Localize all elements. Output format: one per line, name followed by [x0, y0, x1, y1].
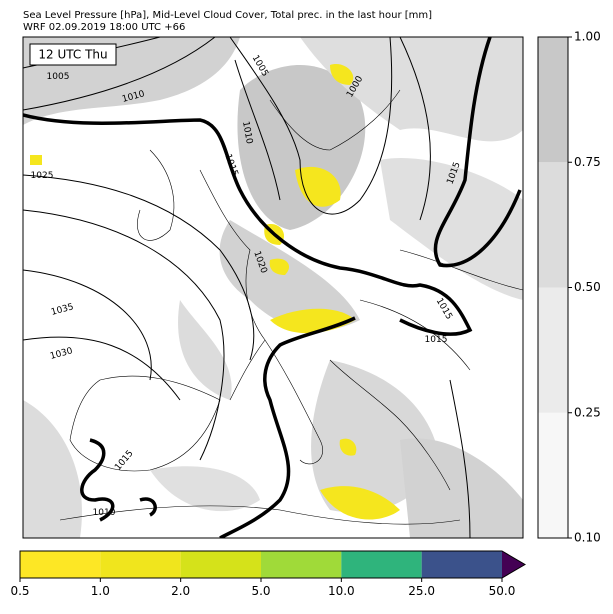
precip-colorbar: 0.5 1.0 2.0 5.0 10.0 25.0 50.0 — [10, 550, 526, 598]
tick-label: 25.0 — [408, 584, 435, 598]
isobar-label: 1010 — [240, 121, 254, 146]
time-label: 12 UTC Thu — [38, 48, 107, 62]
map: 1005 1010 1005 1000 1010 1015 1025 1020 … — [23, 37, 523, 538]
isobar-label: 1025 — [31, 171, 54, 181]
time-label-box — [29, 43, 117, 66]
colorbar-segment — [538, 287, 568, 413]
tick-label: 2.0 — [171, 584, 190, 598]
tick-label: 5.0 — [251, 584, 270, 598]
tick-label: 50.0 — [489, 584, 516, 598]
colorbar-segment — [421, 551, 502, 578]
coastlines — [59, 89, 523, 525]
cloud-colorbar: 0.10 0.25 0.50 0.75 1.00 — [537, 30, 601, 545]
colorbar-segment — [538, 412, 568, 538]
colorbar-segment — [100, 551, 181, 578]
tick-label: 0.75 — [574, 155, 601, 169]
title-line: Sea Level Pressure [hPa], Mid-Level Clou… — [23, 10, 432, 21]
tick-label: 10.0 — [328, 584, 355, 598]
colorbar-frame — [19, 550, 526, 579]
subtitle-line: WRF 02.09.2019 18:00 UTC +66 — [23, 22, 185, 33]
isobar-label: 1015 — [425, 335, 448, 345]
colorbar-extend — [502, 551, 525, 578]
colorbar-segment — [341, 551, 422, 578]
tick-label: 0.10 — [574, 531, 601, 545]
isobar-label: 1010 — [93, 508, 116, 518]
colorbar-segment — [261, 551, 342, 578]
colorbar-segment — [20, 551, 101, 578]
tick-label: 0.5 — [10, 584, 29, 598]
tick-label: 1.00 — [574, 30, 601, 44]
colorbar-segment — [538, 162, 568, 288]
tick-label: 1.0 — [91, 584, 110, 598]
map-frame — [22, 36, 524, 539]
isobar-1015 — [23, 37, 522, 538]
tick-label: 0.25 — [574, 405, 601, 419]
colorbar-segment — [538, 37, 568, 163]
isobar-label: 1005 — [47, 72, 70, 82]
colorbar-segment — [180, 551, 261, 578]
cloud-cover — [23, 37, 523, 538]
tick-label: 0.50 — [574, 280, 601, 294]
